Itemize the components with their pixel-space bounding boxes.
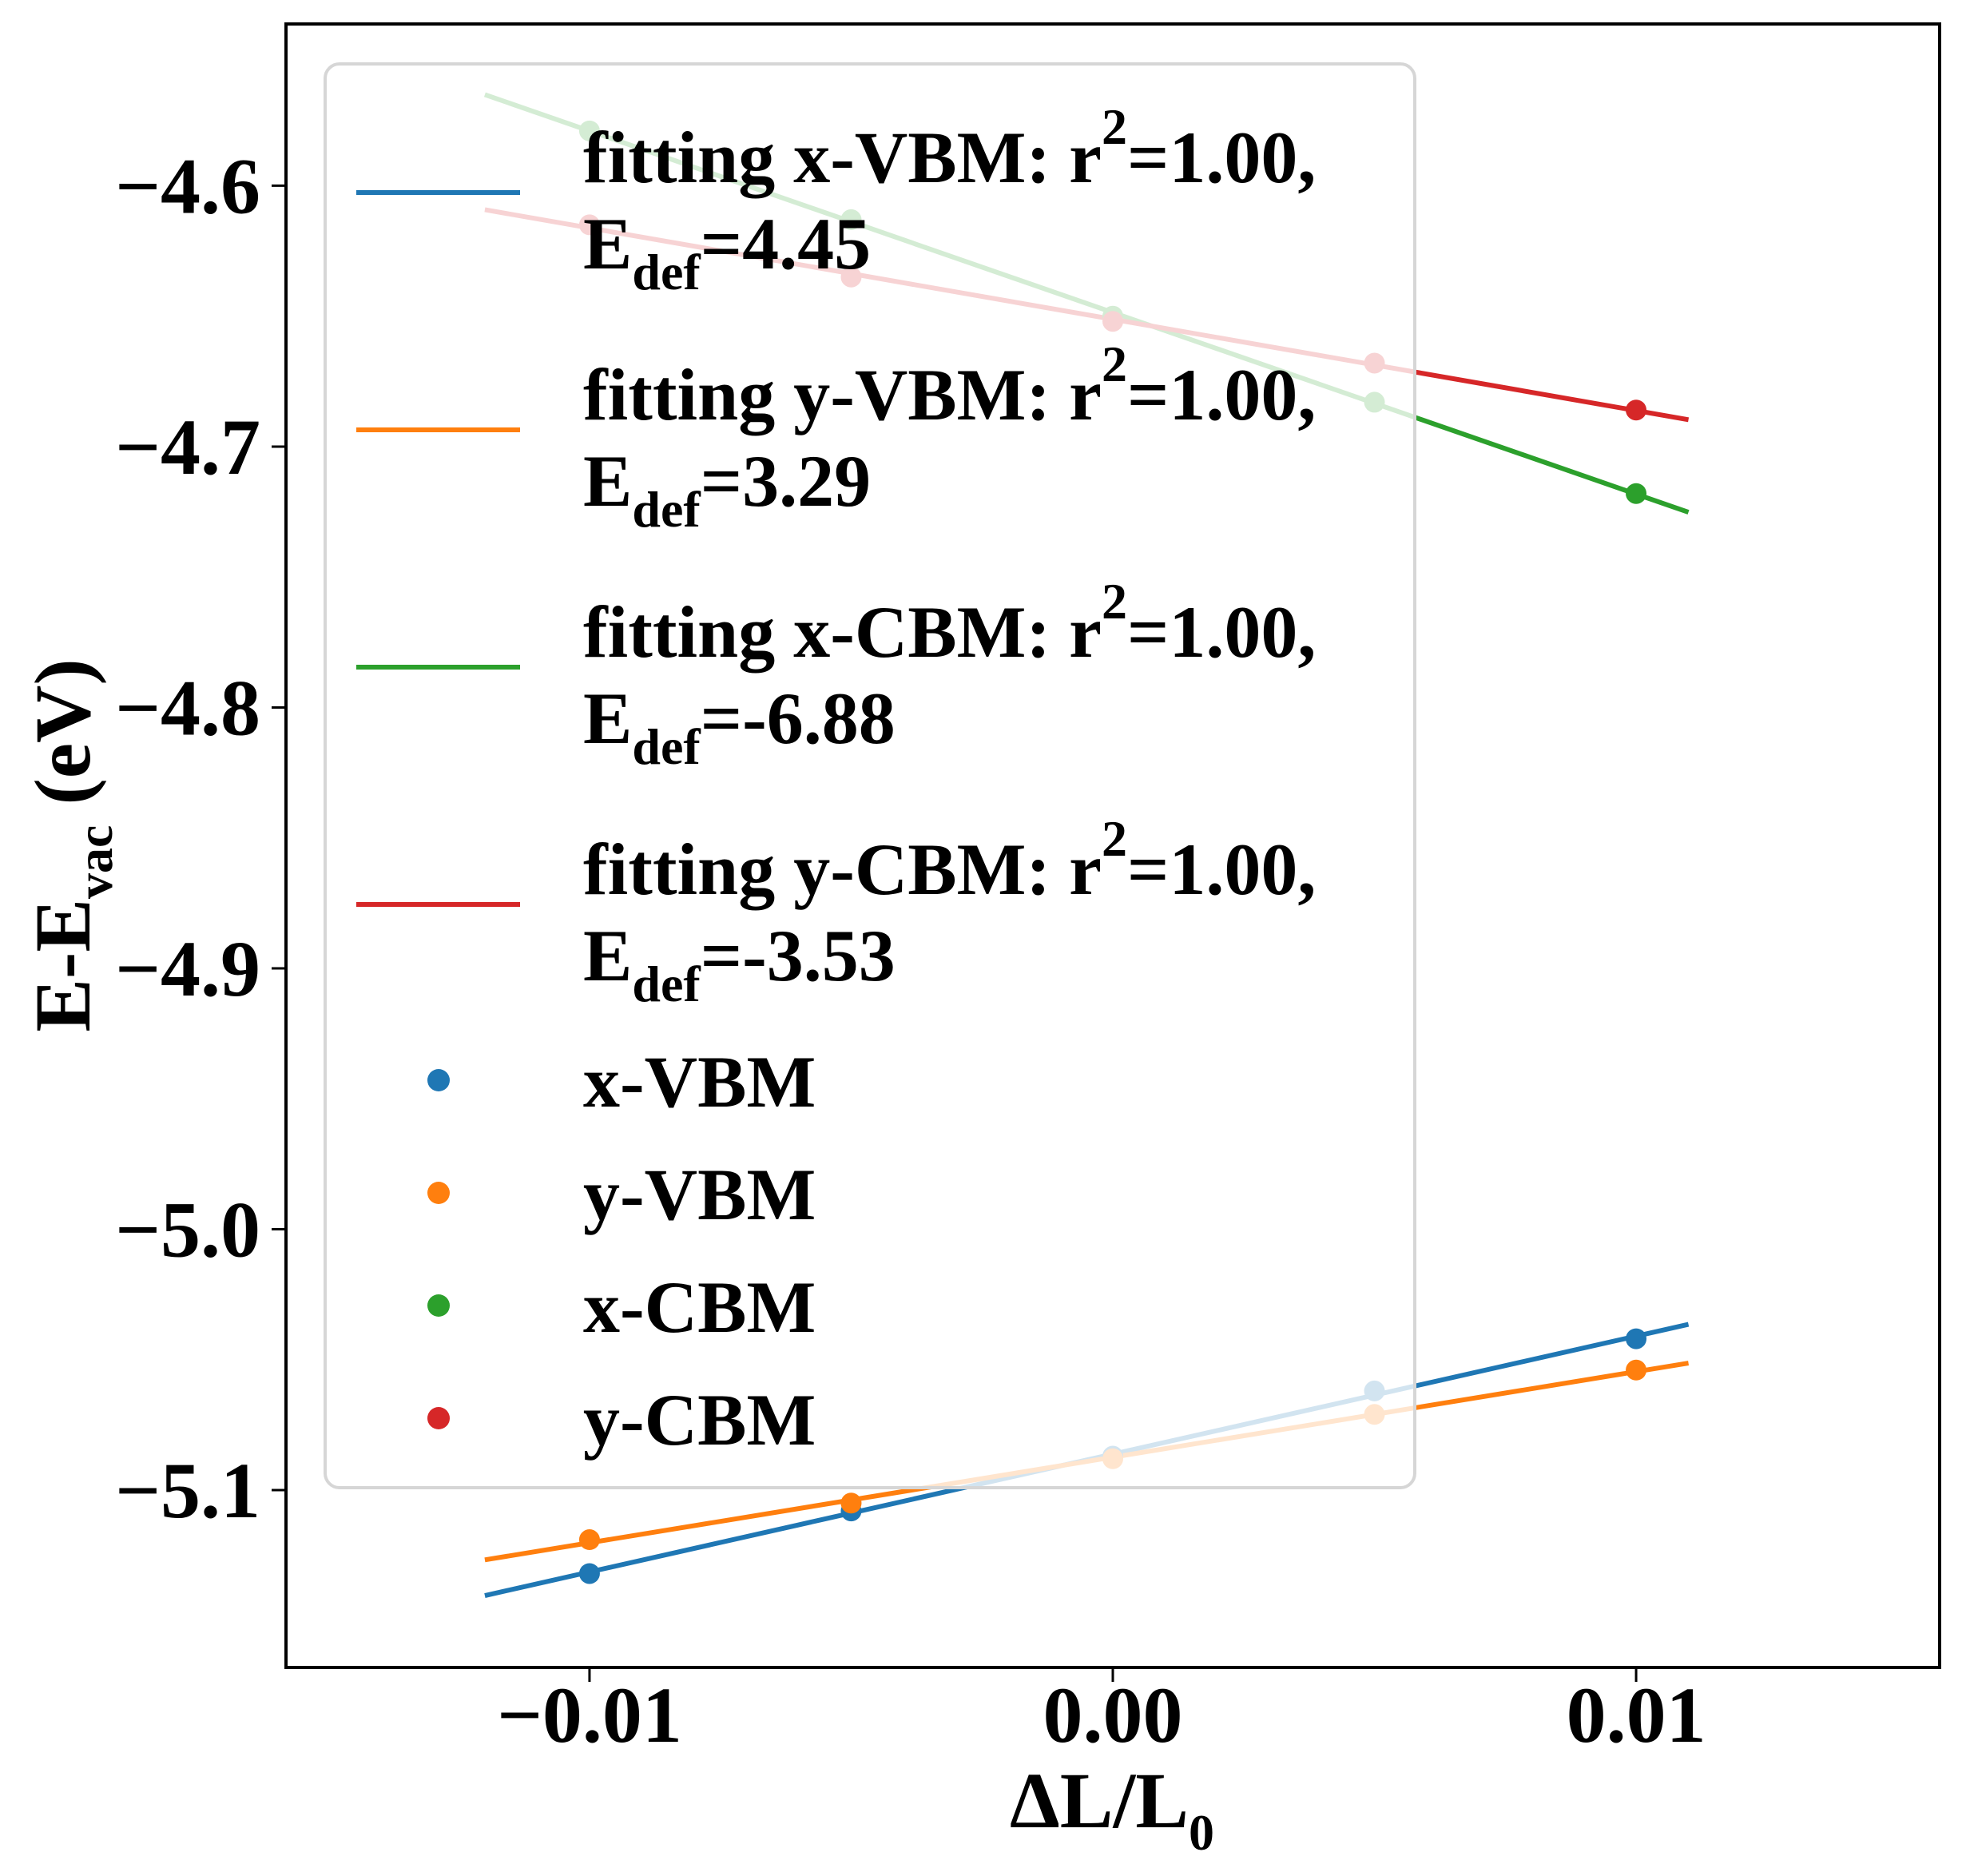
x-tick-label: 0.00 <box>1043 1671 1183 1759</box>
x-axis-label-subscript: 0 <box>1189 1804 1214 1861</box>
y-tick-label: −4.6 <box>115 141 260 230</box>
data-point-y-CBM <box>1626 399 1647 421</box>
y-tick-label: −5.1 <box>115 1446 260 1535</box>
y-tick-label: −5.0 <box>115 1185 260 1274</box>
legend-series-label-y-VBM: y-VBM <box>583 1154 816 1235</box>
x-tick-label: −0.01 <box>497 1671 682 1759</box>
x-axis-label: ΔL/L0 <box>1010 1756 1214 1861</box>
legend-fit-label-y-VBM: fitting y-VBM: r2=1.00, <box>583 336 1316 435</box>
legend-box <box>324 62 1416 1489</box>
data-point-x-VBM <box>578 1563 600 1584</box>
legend-series-label-x-VBM: x-VBM <box>583 1041 816 1123</box>
legend-edef-x-VBM: Edef=4.45 <box>583 203 871 300</box>
y-axis-label-main: E-E <box>18 899 107 1032</box>
x-axis-label-main: ΔL/L <box>1010 1756 1189 1845</box>
y-tick-label: −4.9 <box>115 924 260 1013</box>
legend-edef-y-CBM: Edef=-3.53 <box>583 915 896 1012</box>
data-point-y-VBM <box>578 1529 600 1551</box>
legend-series-label-x-CBM: x-CBM <box>583 1266 816 1348</box>
y-axis-label-subscript: vac <box>66 825 123 899</box>
legend: fitting x-VBM: r2=1.00,Edef=4.45 fitting … <box>324 62 1416 1489</box>
legend-edef-x-CBM: Edef=-6.88 <box>583 678 896 775</box>
data-point-y-VBM <box>840 1492 862 1514</box>
legend-edef-y-VBM: Edef=3.29 <box>583 440 871 538</box>
y-axis-label-unit: (eV) <box>18 658 107 825</box>
axis-ticks: −4.6 −4.7 −4.8 −4.9 −5.0 −5.1 −0.01 0.00 0.01 <box>115 141 1706 1759</box>
data-point-x-CBM <box>1626 483 1647 504</box>
legend-marker-y-CBM <box>427 1407 450 1429</box>
y-axis-label: E-Evac (eV) <box>18 658 123 1031</box>
legend-marker-x-VBM <box>427 1069 450 1091</box>
y-tick-label: −4.7 <box>115 403 260 491</box>
data-point-x-VBM <box>1626 1328 1647 1349</box>
legend-fit-label-x-CBM: fitting x-CBM: r2=1.00, <box>583 573 1316 673</box>
legend-marker-y-VBM <box>427 1182 450 1204</box>
legend-fit-label-x-VBM: fitting x-VBM: r2=1.00, <box>583 98 1316 198</box>
data-point-y-VBM <box>1626 1359 1647 1381</box>
legend-fit-label-y-CBM: fitting y-CBM: r2=1.00, <box>583 810 1316 910</box>
y-tick-label: −4.8 <box>115 663 260 752</box>
x-tick-label: 0.01 <box>1567 1671 1706 1759</box>
legend-marker-x-CBM <box>427 1294 450 1317</box>
legend-series-label-y-CBM: y-CBM <box>583 1379 816 1461</box>
